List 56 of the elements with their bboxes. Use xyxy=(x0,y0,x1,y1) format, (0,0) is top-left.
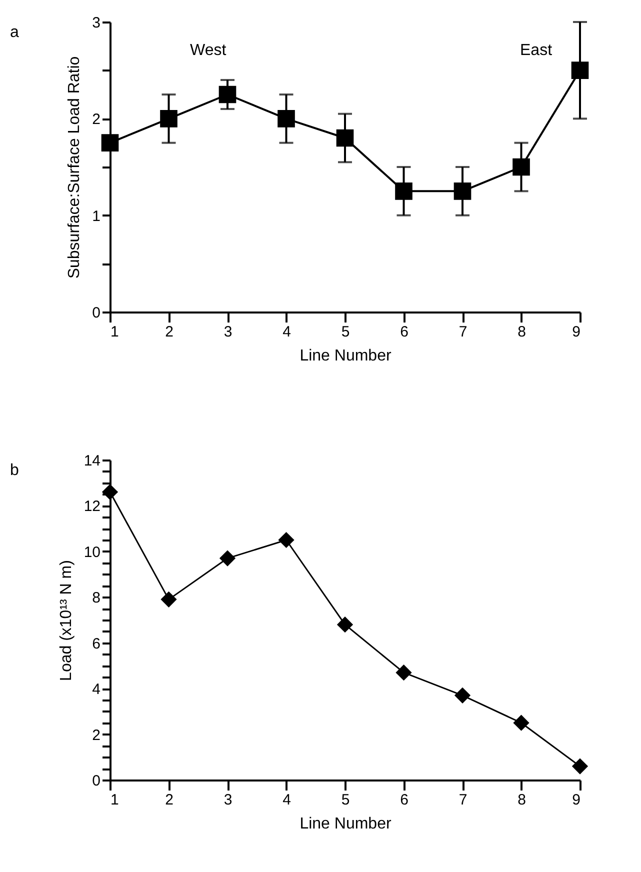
y-tick-label: 2 xyxy=(92,111,100,128)
x-tick-label: 4 xyxy=(282,324,291,340)
point xyxy=(219,550,236,566)
annotation: West xyxy=(190,42,227,59)
y-tick-label: 4 xyxy=(92,681,100,698)
point xyxy=(454,182,472,200)
point xyxy=(396,664,412,681)
y-tick-label: 2 xyxy=(92,726,100,744)
x-tick-label: 7 xyxy=(458,324,468,340)
x-tick-label: 5 xyxy=(341,324,350,340)
annotation: East xyxy=(520,42,553,59)
y-tick-label: 12 xyxy=(84,498,100,516)
x-tick-label: 3 xyxy=(224,324,232,340)
x-tick-label: 5 xyxy=(341,792,350,808)
y-tick-label: 1 xyxy=(92,208,100,225)
y-tick-label: 10 xyxy=(84,544,100,561)
x-tick-label: 2 xyxy=(165,324,174,340)
x-tick-label: 3 xyxy=(224,792,232,808)
x-tick-label: 7 xyxy=(458,792,468,808)
x-axis-title: Line Number xyxy=(300,816,392,832)
y-axis-title: Subsurface:Surface Load Ratio xyxy=(66,56,84,279)
point xyxy=(278,532,294,548)
x-tick-label: 8 xyxy=(518,324,526,340)
y-tick-label: 3 xyxy=(92,14,100,32)
text: a xyxy=(10,24,19,41)
point xyxy=(336,616,354,633)
point xyxy=(101,134,119,152)
y-tick-label: 14 xyxy=(84,452,100,470)
point xyxy=(278,110,295,128)
point xyxy=(512,158,530,176)
point xyxy=(102,484,118,500)
y-tick-label: 8 xyxy=(92,590,100,607)
point xyxy=(218,86,236,104)
y-axis-title: Load (x10¹³ N m) xyxy=(58,560,75,681)
point xyxy=(571,62,589,79)
x-tick-label: 6 xyxy=(400,792,408,808)
point xyxy=(454,687,471,704)
point xyxy=(572,758,588,774)
x-tick-label: 2 xyxy=(165,792,174,808)
x-tick-label: 9 xyxy=(572,324,580,340)
point xyxy=(395,182,412,200)
x-tick-label: 6 xyxy=(400,324,408,340)
point xyxy=(336,129,354,147)
x-axis-title: Line Number xyxy=(300,348,392,364)
x-tick-label: 8 xyxy=(518,792,526,808)
x-tick-label: 4 xyxy=(282,792,291,808)
text: b xyxy=(10,462,19,479)
point xyxy=(160,591,177,608)
point xyxy=(513,714,530,731)
point xyxy=(160,110,178,128)
y-tick-label: 0 xyxy=(92,304,100,322)
y-tick-label: 0 xyxy=(92,772,100,790)
y-tick-label: 6 xyxy=(92,635,100,652)
x-tick-label: 1 xyxy=(110,324,119,340)
x-tick-label: 9 xyxy=(572,792,580,808)
x-tick-label: 1 xyxy=(110,792,119,808)
